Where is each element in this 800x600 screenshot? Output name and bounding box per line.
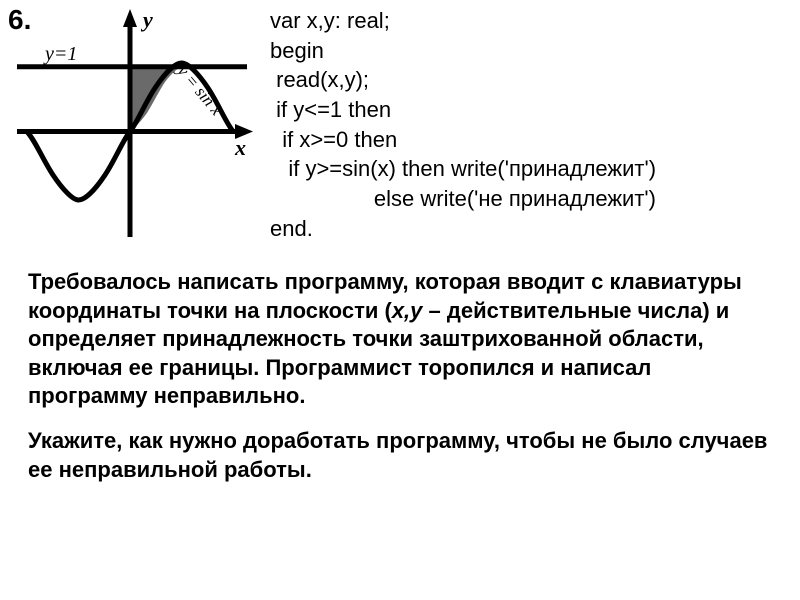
problem-number: 6. [8, 4, 31, 36]
top-row: y x y=1 y = sin x var x,y: real; begin r… [0, 0, 800, 250]
code-block: var x,y: real; begin read(x,y); if y<=1 … [270, 6, 656, 244]
function-graph: y x y=1 y = sin x [5, 5, 255, 245]
code-line-4: if y<=1 then [270, 97, 391, 122]
task-vars: x,y [392, 298, 423, 323]
code-line-1: var x,y: real; [270, 8, 390, 33]
line-label: y=1 [43, 43, 77, 65]
task-paragraph-1: Требовалось написать программу, которая … [28, 268, 772, 411]
code-line-3: read(x,y); [270, 67, 369, 92]
graph-container: y x y=1 y = sin x [0, 0, 260, 250]
code-line-5: if x>=0 then [270, 127, 397, 152]
x-axis-label: x [234, 135, 246, 160]
y-axis-arrow [123, 9, 137, 27]
code-line-7: else write('не принадлежит') [270, 186, 656, 211]
task-text: Требовалось написать программу, которая … [0, 268, 800, 484]
task-paragraph-2: Укажите, как нужно доработать программу,… [28, 427, 772, 484]
y-axis-label: y [140, 7, 153, 32]
code-line-6: if y>=sin(x) then write('принадлежит') [270, 156, 656, 181]
code-line-2: begin [270, 38, 324, 63]
code-line-8: end. [270, 216, 313, 241]
